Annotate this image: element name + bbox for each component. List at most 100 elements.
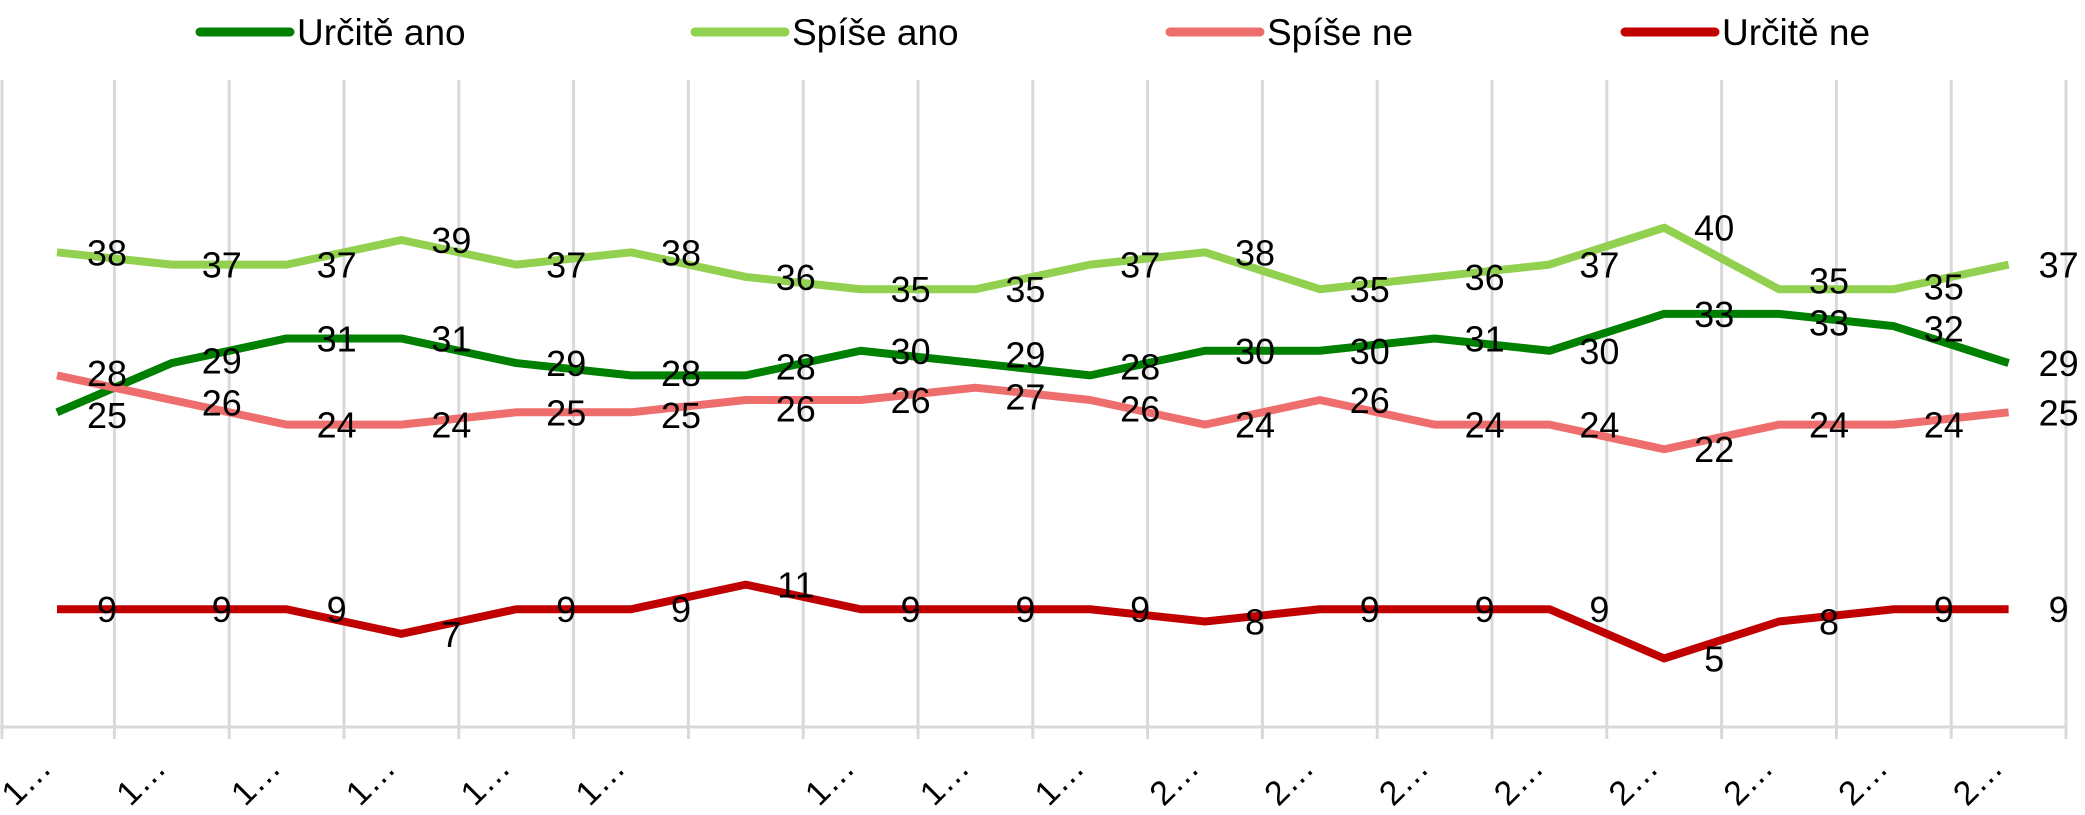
data-label: 9 [1589,589,1609,630]
data-label: 32 [1924,309,1964,350]
data-label: 40 [1694,208,1734,249]
x-tick-label: 1… [1028,749,1092,813]
legend-item: Určitě ano [195,12,466,53]
data-label: 29 [1005,334,1045,375]
data-label: 24 [1465,405,1505,446]
data-label: 30 [1235,331,1275,372]
data-label: 38 [1235,232,1275,273]
series-line-0 [55,309,2010,416]
data-label: 22 [1694,429,1734,470]
data-label: 25 [2039,392,2079,433]
x-tick-label: 1… [913,749,977,813]
x-tick-label: 1… [454,749,518,813]
data-label: 28 [776,347,816,388]
data-label: 35 [891,269,931,310]
data-label: 37 [1579,245,1619,286]
data-label: 24 [1235,405,1275,446]
data-label: 8 [1819,602,1839,643]
data-label: 9 [1360,589,1380,630]
data-label: 24 [1579,405,1619,446]
x-tick-label: 2… [1257,749,1321,813]
data-label: 35 [1005,269,1045,310]
data-label: 31 [431,318,471,359]
data-label: 24 [1924,405,1964,446]
x-tick-label: 2… [1372,749,1436,813]
data-label: 29 [546,343,586,384]
data-label: 37 [317,245,357,286]
legend-label: Spíše ano [792,12,959,53]
data-label: 36 [776,257,816,298]
data-label: 30 [1350,331,1390,372]
data-label: 37 [2039,245,2079,286]
x-tick-label: 1… [224,749,288,813]
legend-item: Určitě ne [1620,12,1870,53]
data-label: 26 [891,380,931,421]
x-tick-label: 2… [1602,749,1666,813]
data-label: 36 [1465,257,1505,298]
legend-item: Spíše ano [690,12,959,53]
data-label: 9 [327,589,347,630]
data-label: 37 [546,245,586,286]
data-label: 28 [1120,347,1160,388]
data-label: 9 [1130,589,1150,630]
data-label: 24 [431,405,471,446]
data-label: 24 [1809,405,1849,446]
series-line-1 [56,223,2010,294]
data-label: 26 [202,383,242,424]
data-label: 9 [901,589,921,630]
data-label: 27 [1005,376,1045,417]
data-label: 9 [1934,589,1954,630]
x-tick-label: 1… [0,749,59,813]
data-label: 33 [1809,303,1849,344]
data-label: 35 [1350,269,1390,310]
x-tick-labels: 1… 1… 1… 1… 1… 1… 1… 1… 1… 2… 2… 2… 2… 2… 2… 2… 2… [0,749,2010,813]
data-label: 9 [1475,589,1495,630]
data-label: 9 [212,589,232,630]
data-label: 35 [1809,261,1849,302]
legend: Určitě ano Spíše ano Spíše ne Určitě ne [195,12,1870,53]
data-label: 9 [97,589,117,630]
data-label: 37 [1120,245,1160,286]
legend-label: Spíše ne [1267,12,1413,53]
data-label: 5 [1704,638,1724,679]
data-label: 26 [1350,380,1390,421]
x-tick-label: 2… [1487,749,1551,813]
data-label: 38 [87,232,127,273]
data-label: 28 [87,353,127,394]
x-tick-label: 2… [1946,749,2010,813]
data-label: 28 [661,353,701,394]
x-tick-label: 2… [1716,749,1780,813]
data-label: 39 [431,220,471,261]
x-tick-label: 2… [1142,749,1206,813]
data-label: 8 [1245,602,1265,643]
data-labels: 3828259372926937312493931247372925938282… [87,208,2079,680]
data-label: 9 [1015,589,1035,630]
data-label: 26 [1120,389,1160,430]
legend-item: Spíše ne [1165,12,1413,53]
data-label: 25 [87,395,127,436]
data-label: 11 [777,565,814,606]
data-label: 9 [2049,589,2069,630]
data-label: 26 [776,389,816,430]
legend-label: Určitě ano [297,12,466,53]
data-label: 35 [1924,267,1964,308]
x-tick-label: 1… [339,749,403,813]
x-tick-label: 1… [568,749,632,813]
data-label: 24 [317,405,357,446]
x-tick-label: 1… [798,749,862,813]
data-label: 31 [317,318,357,359]
data-label: 29 [2039,343,2079,384]
data-label: 30 [891,331,931,372]
data-label: 9 [671,589,691,630]
data-label: 29 [202,341,242,382]
series-line-2 [56,371,2010,454]
data-label: 38 [661,232,701,273]
data-label: 25 [661,395,701,436]
x-tick-label: 2… [1831,749,1895,813]
data-label: 25 [546,392,586,433]
x-tick-label: 1… [109,749,173,813]
data-label: 9 [556,589,576,630]
data-label: 7 [441,614,461,655]
data-label: 30 [1579,331,1619,372]
